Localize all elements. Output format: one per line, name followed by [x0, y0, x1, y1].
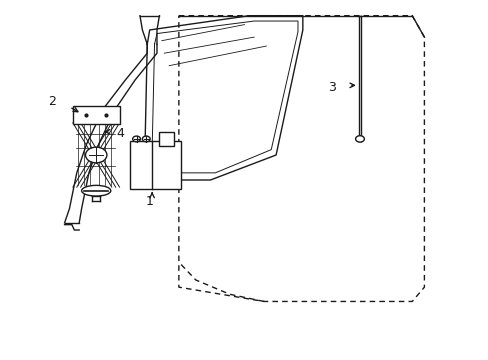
Bar [130, 141, 181, 189]
Text: 3: 3 [327, 81, 335, 94]
Text: 4: 4 [116, 127, 124, 140]
Circle shape [355, 136, 364, 142]
Bar [159, 132, 174, 146]
Text: 2: 2 [48, 95, 56, 108]
Circle shape [142, 136, 150, 142]
Circle shape [132, 136, 140, 142]
Circle shape [85, 147, 107, 163]
FancyBboxPatch shape [73, 106, 119, 124]
Ellipse shape [81, 185, 111, 196]
Text: 1: 1 [145, 195, 153, 208]
